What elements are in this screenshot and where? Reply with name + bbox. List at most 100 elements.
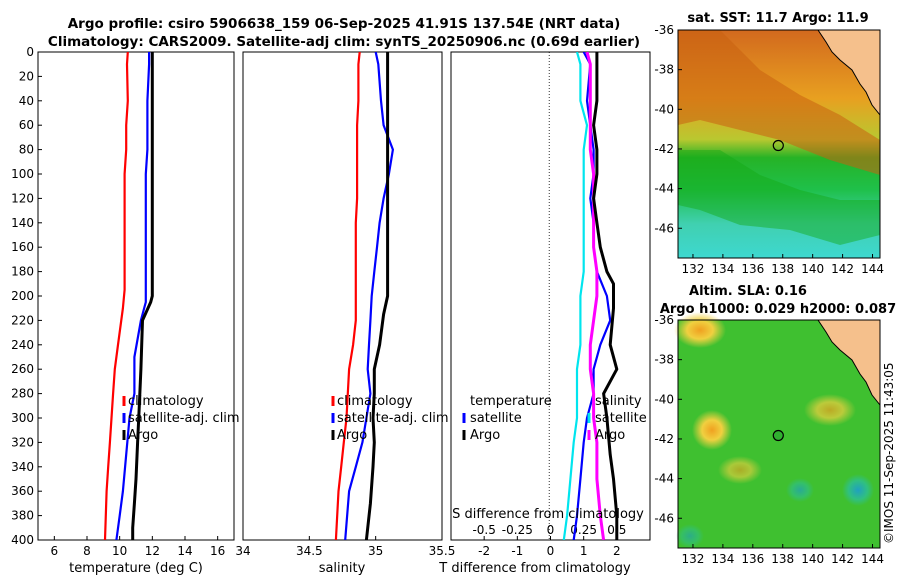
y-tick-label: 220 bbox=[11, 313, 34, 327]
x-tick-label: 34 bbox=[235, 544, 250, 558]
sla-argo-float-marker bbox=[772, 429, 784, 442]
map-x-tick-label: 140 bbox=[801, 552, 824, 566]
s-difference-xlabel: S difference from climatology bbox=[452, 507, 644, 522]
map-x-tick-label: 132 bbox=[682, 262, 705, 276]
map-y-tick-label: -44 bbox=[654, 182, 674, 196]
legend-label-climatology: climatology bbox=[128, 394, 204, 409]
y-tick-label: 160 bbox=[11, 240, 34, 254]
map-x-tick-label: 132 bbox=[682, 552, 705, 566]
sla-map-subtitle: Argo h1000: 0.029 h2000: 0.087 bbox=[660, 302, 896, 317]
legend-label-argo: Argo bbox=[337, 428, 367, 443]
series-line-satellite-adj-clim bbox=[115, 52, 151, 540]
temperature-xlabel: temperature (deg C) bbox=[69, 561, 203, 576]
series-line-climatology bbox=[103, 52, 129, 540]
map-x-tick-label: 138 bbox=[771, 262, 794, 276]
map-y-tick-label: -46 bbox=[654, 511, 674, 525]
sla-map bbox=[674, 312, 881, 549]
x-tick-label: 10 bbox=[112, 544, 127, 558]
y-tick-label: 80 bbox=[19, 143, 34, 157]
series-line-argo bbox=[131, 52, 154, 540]
sla-map-ticks: -36 -38 -40 -42 -44 -46 132 134 136 138 140 142 144 bbox=[654, 313, 884, 566]
t-difference-xlabel: T difference from climatology bbox=[438, 561, 631, 576]
series-line-salinity-satellite bbox=[562, 52, 589, 540]
series-line-temperature-argo bbox=[592, 52, 619, 540]
map-x-tick-label: 138 bbox=[771, 552, 794, 566]
series-line-salinity-argo bbox=[585, 52, 606, 540]
y-tick-label: 0 bbox=[26, 45, 34, 59]
legend-label-argo: Argo bbox=[128, 428, 158, 443]
figure-title-line2: Climatology: CARS2009. Satellite-adj cli… bbox=[48, 34, 640, 50]
sla-high-anomaly bbox=[718, 456, 762, 484]
sla-high-anomaly bbox=[804, 394, 856, 426]
map-x-tick-label: 140 bbox=[801, 262, 824, 276]
sst-map-frame bbox=[677, 29, 881, 259]
map-x-tick-label: 142 bbox=[831, 552, 854, 566]
sla-high-anomaly bbox=[692, 410, 732, 450]
frontal-water-patch bbox=[678, 150, 880, 245]
sla-map-frame bbox=[677, 319, 881, 549]
x-tick-label: 1 bbox=[580, 544, 588, 558]
y-tick-label: 380 bbox=[11, 509, 34, 523]
series-line-satellite-adj-clim bbox=[344, 52, 394, 540]
difference-plot-area bbox=[450, 51, 651, 541]
sla-map-title: Altim. SLA: 0.16 bbox=[689, 284, 807, 299]
legend-label-satellite: satellite-adj. clim bbox=[337, 411, 449, 426]
y-tick-label: 20 bbox=[19, 69, 34, 83]
salinity-plot-area bbox=[242, 51, 443, 541]
temperature-legend: climatology satellite-adj. clim Argo bbox=[122, 394, 240, 443]
pressure-axis-ticks: 0 20 40 60 80 100 120 140 160 180 200 220 240 260 280 3… bbox=[11, 45, 42, 547]
y-tick-label: 40 bbox=[19, 94, 34, 108]
sst-map-ticks: -36 -38 -40 -42 -44 -46 132 134 136 138 140 142 144 bbox=[654, 23, 884, 276]
sst-map bbox=[677, 29, 881, 259]
x-tick-label: -0.25 bbox=[502, 523, 533, 537]
legend-label-t-satellite: satellite bbox=[470, 411, 522, 426]
x-tick-label: -1 bbox=[511, 544, 523, 558]
y-tick-label: 240 bbox=[11, 338, 34, 352]
x-tick-label: -2 bbox=[478, 544, 490, 558]
legend-label-s-argo: Argo bbox=[595, 428, 625, 443]
map-y-tick-label: -40 bbox=[654, 392, 674, 406]
map-y-tick-label: -38 bbox=[654, 353, 674, 367]
sst-argo-float-marker bbox=[772, 139, 784, 152]
map-x-tick-label: 136 bbox=[741, 262, 764, 276]
x-tick-label: 0.25 bbox=[570, 523, 597, 537]
s-difference-axis-ticks: -0.5 -0.25 0 0.25 0.5 bbox=[472, 523, 626, 537]
imos-credit: ©IMOS 11-Sep-2025 11:43:05 bbox=[882, 362, 896, 544]
y-tick-label: 200 bbox=[11, 289, 34, 303]
map-y-tick-label: -40 bbox=[654, 102, 674, 116]
legend-label-salinity: salinity bbox=[595, 394, 642, 409]
map-y-tick-label: -42 bbox=[654, 142, 674, 156]
y-tick-label: 180 bbox=[11, 265, 34, 279]
x-tick-label: 12 bbox=[145, 544, 160, 558]
x-tick-label: 2 bbox=[613, 544, 621, 558]
y-tick-label: 360 bbox=[11, 484, 34, 498]
difference-legend: temperature satellite Argo salinity sate… bbox=[462, 394, 647, 443]
legend-label-t-argo: Argo bbox=[470, 428, 500, 443]
map-y-tick-label: -38 bbox=[654, 63, 674, 77]
x-tick-label: 14 bbox=[177, 544, 192, 558]
x-tick-label: 6 bbox=[51, 544, 59, 558]
legend-label-climatology: climatology bbox=[337, 394, 413, 409]
salinity-legend: climatology satellite-adj. clim Argo bbox=[331, 394, 449, 443]
temperature-series bbox=[103, 52, 154, 540]
map-y-tick-label: -36 bbox=[654, 23, 674, 37]
legend-label-satellite: satellite-adj. clim bbox=[128, 411, 240, 426]
y-tick-label: 60 bbox=[19, 118, 34, 132]
map-x-tick-label: 142 bbox=[831, 262, 854, 276]
map-y-tick-label: -44 bbox=[654, 472, 674, 486]
x-tick-label: 8 bbox=[83, 544, 91, 558]
temperature-axis-ticks: 6 8 10 12 14 16 bbox=[51, 536, 225, 558]
map-y-tick-label: -46 bbox=[654, 221, 674, 235]
salinity-xlabel: salinity bbox=[319, 561, 366, 576]
legend-label-s-satellite: satellite bbox=[595, 411, 647, 426]
map-x-tick-label: 136 bbox=[741, 552, 764, 566]
map-x-tick-label: 134 bbox=[711, 552, 734, 566]
sst-map-title: sat. SST: 11.7 Argo: 11.9 bbox=[687, 11, 868, 26]
map-x-tick-label: 144 bbox=[861, 262, 884, 276]
x-tick-label: 16 bbox=[210, 544, 225, 558]
map-y-tick-label: -42 bbox=[654, 432, 674, 446]
x-tick-label: 35 bbox=[368, 544, 383, 558]
map-x-tick-label: 134 bbox=[711, 262, 734, 276]
figure-title-line1: Argo profile: csiro 5906638_159 06-Sep-2… bbox=[68, 16, 621, 32]
